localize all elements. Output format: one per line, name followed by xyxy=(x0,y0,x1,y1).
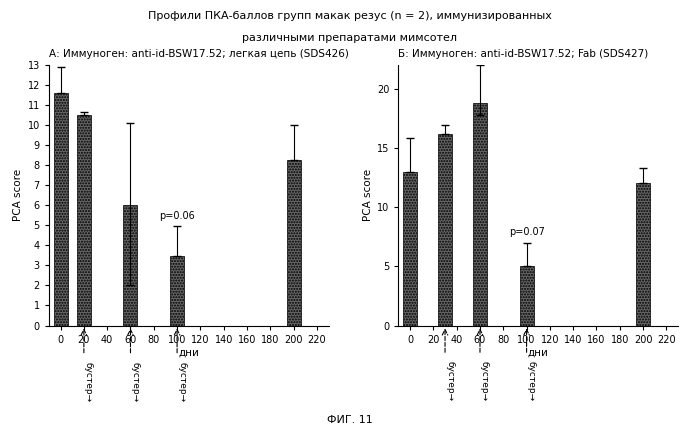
Text: Б: Иммуноген: anti-id-BSW17.52; Fab (SDS427): Б: Иммуноген: anti-id-BSW17.52; Fab (SDS… xyxy=(398,49,649,59)
Bar xyxy=(77,115,91,326)
Text: бустер→: бустер→ xyxy=(131,362,140,402)
Bar xyxy=(54,93,68,326)
Text: Профили ПКА-баллов групп макак резус (n = 2), иммунизированных: Профили ПКА-баллов групп макак резус (n … xyxy=(147,11,552,21)
Text: p=0.06: p=0.06 xyxy=(159,211,195,221)
Bar xyxy=(403,171,417,326)
Text: p=0.07: p=0.07 xyxy=(509,227,545,237)
Text: А: Иммуноген: anti-id-BSW17.52; легкая цепь (SDS426): А: Иммуноген: anti-id-BSW17.52; легкая ц… xyxy=(49,49,349,59)
Y-axis label: PCA score: PCA score xyxy=(363,169,373,221)
X-axis label: дни: дни xyxy=(528,347,549,357)
Bar xyxy=(438,134,452,326)
Bar xyxy=(636,184,650,326)
Text: бустер→: бустер→ xyxy=(177,362,186,402)
Text: ФИГ. 11: ФИГ. 11 xyxy=(326,415,373,425)
Bar xyxy=(519,266,533,326)
X-axis label: дни: дни xyxy=(178,347,199,357)
Y-axis label: PCA score: PCA score xyxy=(13,169,23,221)
Bar xyxy=(287,160,301,326)
Text: бустер→: бустер→ xyxy=(445,361,454,401)
Bar xyxy=(170,256,184,326)
Text: различными препаратами мимсотел: различными препаратами мимсотел xyxy=(242,33,457,43)
Text: бустер→: бустер→ xyxy=(526,361,535,401)
Text: бустер→: бустер→ xyxy=(480,361,489,401)
Text: бустер→: бустер→ xyxy=(84,362,93,402)
Bar xyxy=(473,103,487,326)
Bar xyxy=(124,205,138,326)
